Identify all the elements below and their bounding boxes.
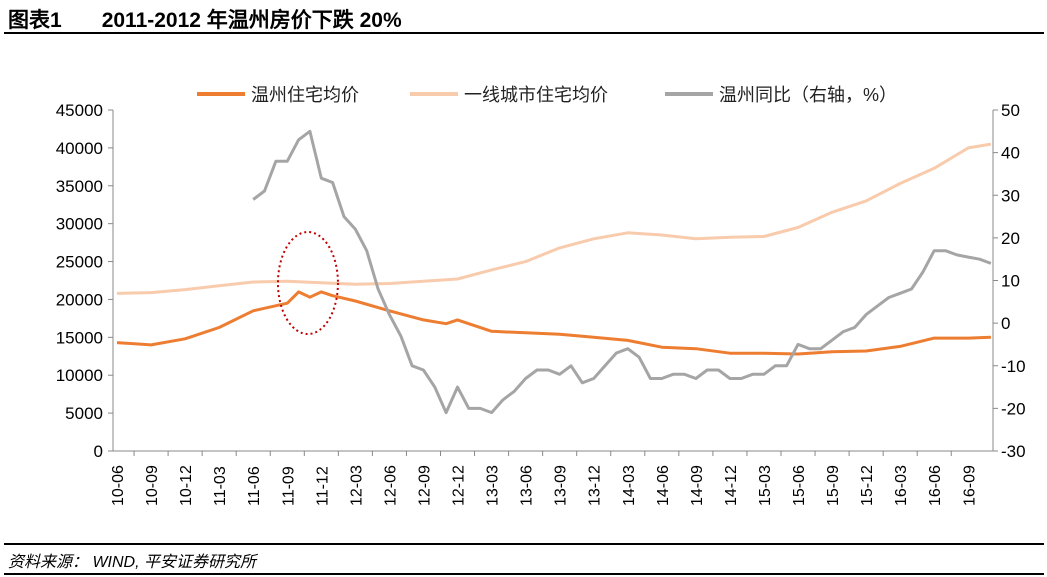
left-tick-label: 40000 xyxy=(56,139,103,158)
right-tick-label: 40 xyxy=(1001,144,1020,163)
right-tick-label: 30 xyxy=(1001,186,1020,205)
x-tick-label: 14-12 xyxy=(723,465,740,506)
x-tick-label: 13-03 xyxy=(485,465,502,506)
legend-label-1: 温州住宅均价 xyxy=(251,85,359,105)
right-tick-label: -10 xyxy=(1001,357,1026,376)
x-tick-label: 11-12 xyxy=(314,466,331,506)
series-line-1 xyxy=(116,290,991,356)
title-rule xyxy=(4,32,1044,34)
right-tick-label: 0 xyxy=(1001,314,1010,333)
figure-label: 图表1 xyxy=(8,9,62,32)
x-tick-label: 12-03 xyxy=(348,465,365,506)
x-tick-label: 14-06 xyxy=(655,465,672,506)
x-tick-label: 15-12 xyxy=(859,465,876,506)
left-tick-label: 25000 xyxy=(56,253,103,272)
x-tick-label: 15-03 xyxy=(757,465,774,506)
x-tick-label: 16-06 xyxy=(927,465,944,506)
legend-label-2: 一线城市住宅均价 xyxy=(464,85,608,105)
right-tick-label: 10 xyxy=(1001,272,1020,291)
x-tick-label: 11-06 xyxy=(246,466,263,506)
right-tick-label: -30 xyxy=(1001,442,1026,461)
left-tick-label: 35000 xyxy=(56,177,103,196)
legend-label-3: 温州同比（右轴，%） xyxy=(719,85,897,105)
x-tick-label: 15-06 xyxy=(791,465,808,506)
right-tick-label: 20 xyxy=(1001,229,1020,248)
line-chart: 0 5000 10000 15000 20000 25000 30000 35000 40000… xyxy=(56,85,1026,506)
x-tick-label: 11-03 xyxy=(212,466,229,506)
x-tick-label: 10-06 xyxy=(110,465,127,506)
figure-title: 2011-2012 年温州房价下跌 20% xyxy=(101,9,402,32)
x-tick-label: 11-09 xyxy=(280,466,297,506)
series-line-2 xyxy=(116,142,992,295)
x-tick-label: 13-09 xyxy=(553,465,570,506)
x-tick-label: 14-03 xyxy=(621,465,638,506)
left-tick-label: 0 xyxy=(94,442,103,461)
series-line-3 xyxy=(252,129,992,415)
x-tick-label: 16-09 xyxy=(961,465,978,506)
x-tick-label: 12-12 xyxy=(451,465,468,506)
x-tick-label: 15-09 xyxy=(825,465,842,506)
left-tick-label: 20000 xyxy=(56,290,103,309)
left-tick-label: 10000 xyxy=(56,366,103,385)
footer-rule-bottom xyxy=(4,573,1044,575)
right-tick-label: -20 xyxy=(1001,399,1026,418)
x-tick-label: 13-12 xyxy=(587,465,604,506)
x-tick-label: 16-03 xyxy=(893,465,910,506)
right-tick-label: 50 xyxy=(1001,101,1020,120)
left-tick-label: 30000 xyxy=(56,215,103,234)
annotation-ellipse xyxy=(276,231,339,335)
x-tick-label: 12-06 xyxy=(382,465,399,506)
x-tick-label: 10-09 xyxy=(144,465,161,506)
left-tick-label: 15000 xyxy=(56,328,103,347)
left-tick-label: 5000 xyxy=(65,404,103,423)
chart-title: 图表1 2011-2012 年温州房价下跌 20% xyxy=(8,4,402,34)
x-tick-label: 12-09 xyxy=(416,465,433,506)
left-tick-label: 45000 xyxy=(56,101,103,120)
footer-rule-top xyxy=(4,543,1044,545)
x-tick-label: 10-12 xyxy=(178,465,195,506)
source-note: 资料来源： WIND, 平安证券研究所 xyxy=(8,554,256,571)
x-tick-label: 13-06 xyxy=(519,465,536,506)
x-tick-label: 14-09 xyxy=(689,465,706,506)
